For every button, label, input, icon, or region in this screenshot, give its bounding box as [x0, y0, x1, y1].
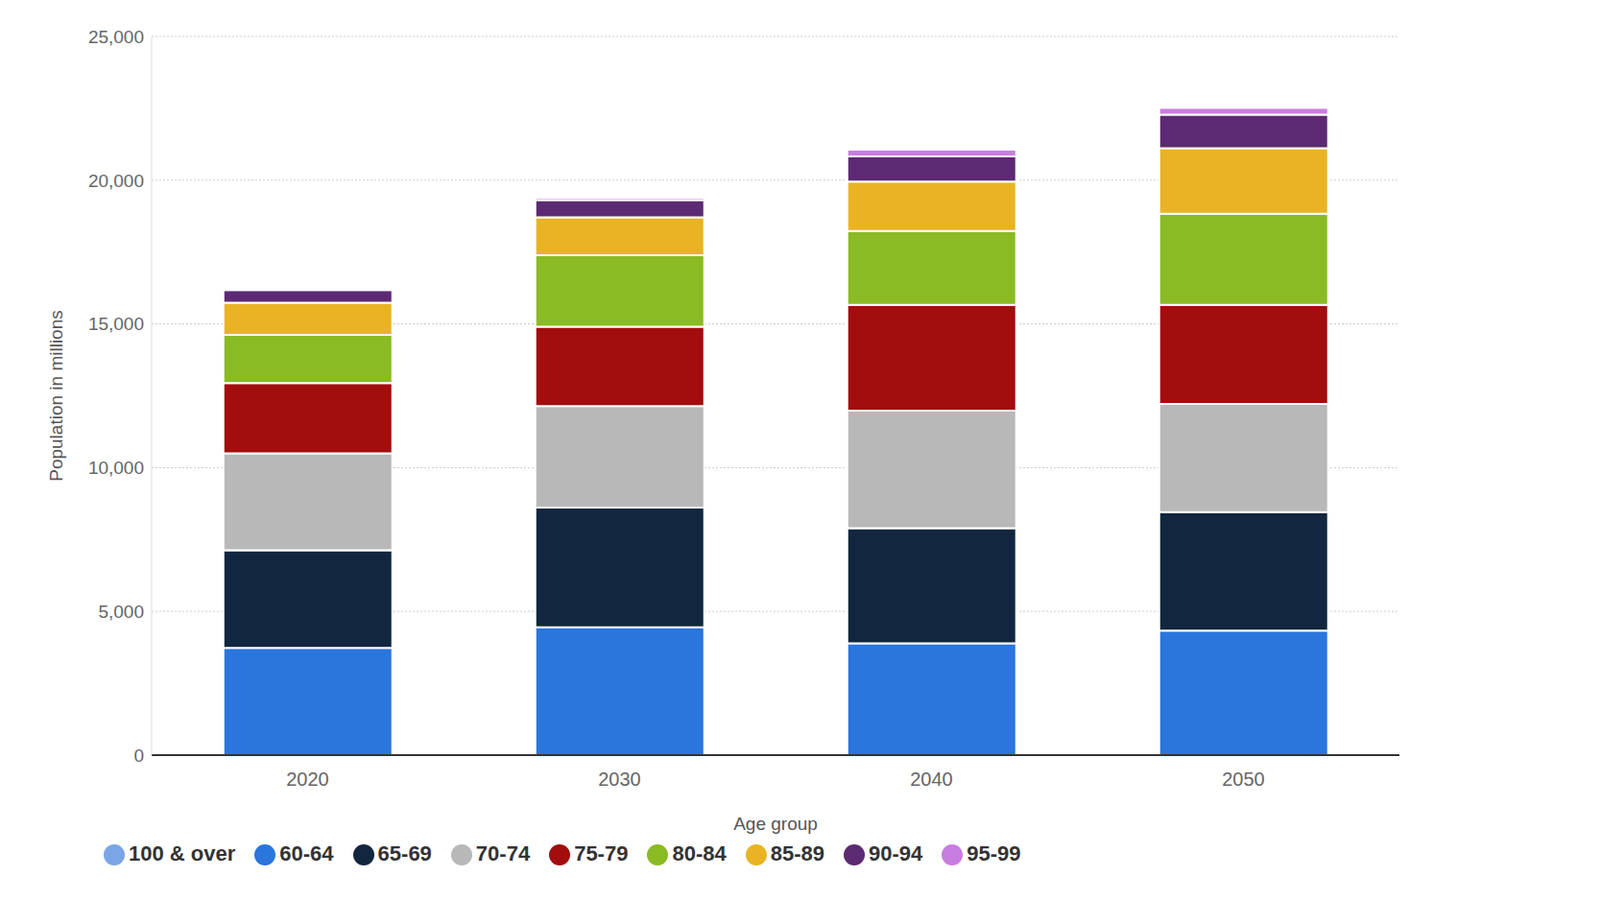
html-text:90-94: 90-94: [868, 841, 923, 866]
svg-text:10,000: 10,000: [88, 457, 144, 478]
svg-text:Population in millions: Population in millions: [46, 310, 67, 482]
svg-text:2030: 2030: [597, 768, 642, 790]
svg-text:2020: 2020: [286, 768, 330, 790]
svg-text:20,000: 20,000: [88, 170, 144, 192]
html-text:100 & over: 100 & over: [128, 841, 236, 866]
html-text:75-79: 75-79: [574, 841, 629, 866]
html-text:85-89: 85-89: [770, 841, 825, 866]
html-text:95-99: 95-99: [966, 841, 1021, 866]
html-text:80-84: 80-84: [672, 841, 727, 866]
svg-text:2040: 2040: [909, 768, 954, 790]
svg-text:Age group: Age group: [733, 813, 818, 835]
svg-text:0: 0: [133, 745, 144, 766]
svg-text:2050: 2050: [1221, 768, 1266, 790]
html-text:65-69: 65-69: [377, 841, 432, 866]
svg-text:25,000: 25,000: [88, 26, 144, 48]
svg-text:5,000: 5,000: [97, 601, 144, 622]
html-text:70-74: 70-74: [475, 841, 530, 866]
html-text:60-64: 60-64: [279, 841, 334, 866]
svg-text:15,000: 15,000: [88, 313, 144, 335]
